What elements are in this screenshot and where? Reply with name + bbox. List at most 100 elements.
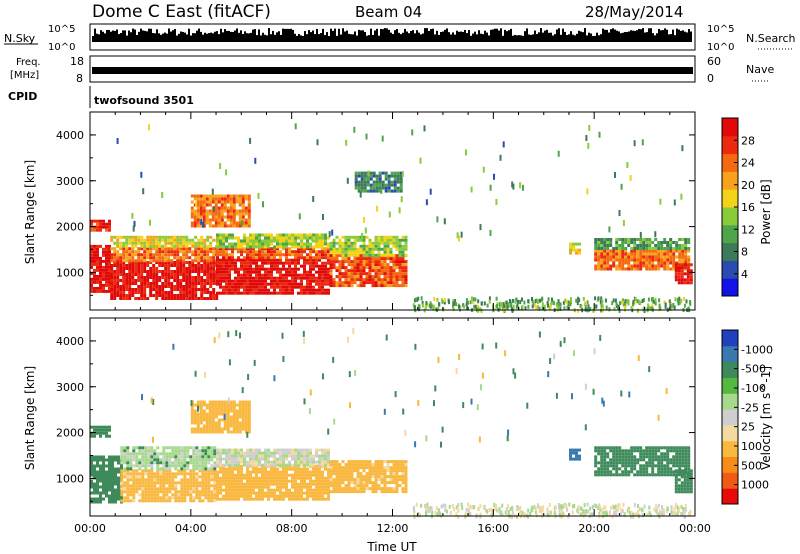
nsky-bar: [504, 29, 506, 42]
nsky-bar: [686, 32, 688, 42]
nsky-bar: [342, 28, 344, 42]
nsky-bar: [448, 32, 450, 42]
nsky-bar: [434, 34, 436, 42]
colorbar-swatch: [722, 377, 738, 394]
nsky-bar: [116, 29, 118, 42]
y-tick-label: 4000: [56, 335, 84, 348]
data-region: [594, 446, 691, 477]
nsky-bar: [542, 32, 544, 42]
nsky-bar: [200, 31, 202, 42]
colorbar-tick-label: 24: [741, 157, 755, 170]
nsky-bar: [608, 32, 610, 42]
nsky-bar: [554, 34, 556, 42]
x-axis-label: Time UT: [366, 540, 417, 554]
nsky-bar: [588, 32, 590, 42]
colorbar-tick-label: 12: [741, 223, 755, 236]
nsky-bar: [394, 30, 396, 42]
data-region: [674, 263, 693, 285]
colorbar-tick: 12: [734, 223, 755, 236]
data-region: [120, 446, 217, 471]
nsky-bar: [182, 31, 184, 42]
colorbar-swatch: [722, 171, 738, 190]
nsky-bar: [524, 31, 526, 42]
nsky-bar: [390, 32, 392, 42]
nsky-bar: [420, 34, 422, 42]
nsky-bar: [128, 30, 130, 42]
power-panel: 1000 2000 3000 4000 Slant Range [km]: [23, 111, 696, 313]
nsky-top-tick: 10^5: [48, 24, 75, 35]
nsky-bar: [154, 33, 156, 42]
nsky-bar: [356, 35, 358, 42]
data-region: [329, 460, 408, 494]
nsky-bar: [292, 29, 294, 42]
data-region: [216, 448, 330, 467]
nsky-bar: [260, 35, 262, 42]
nsky-bar: [258, 29, 260, 42]
y-tick-label: 2000: [56, 221, 84, 234]
nsky-bar: [204, 32, 206, 42]
nsky-bar: [388, 29, 390, 42]
nsky-bar: [120, 33, 122, 42]
nsky-bar: [234, 30, 236, 42]
colorbar-swatch: [722, 345, 738, 363]
nave-bottom-tick: 0: [707, 72, 714, 85]
nsky-bar: [202, 34, 204, 42]
nsky-bar: [616, 30, 618, 42]
nsky-bar: [192, 33, 194, 42]
velocity-colorbar: 1000 500 100 25 -25 -100 -500 -1000: [721, 329, 773, 505]
cpid-value: twofsound 3501: [94, 94, 194, 107]
nsky-bar: [158, 33, 160, 42]
power-x-ticks: [89, 112, 696, 310]
nsky-bar: [194, 33, 196, 42]
station-title: Dome C East (fitACF): [92, 2, 271, 22]
colorbar-swatch: [722, 135, 738, 155]
nsky-bar: [456, 30, 458, 42]
nsky-bar: [560, 34, 562, 42]
nsky-bar: [564, 31, 566, 42]
nsky-bar: [100, 30, 102, 42]
data-region: [110, 247, 219, 263]
nsky-label: N.Sky: [4, 32, 36, 45]
colorbar-swatch: [722, 330, 738, 347]
x-tick-label: 16:00: [477, 522, 509, 535]
colorbar-tick: 20: [734, 179, 755, 192]
nsky-bar: [562, 28, 564, 42]
power-colorbar: 4 8 12 16 20 24 28: [721, 117, 755, 297]
nsky-bar: [338, 28, 340, 42]
nsky-bar: [198, 28, 200, 42]
x-tick-label: 00:00: [74, 522, 106, 535]
nsky-bar: [444, 29, 446, 42]
nsky-bar: [174, 28, 176, 42]
nsky-bar: [92, 35, 94, 42]
nsky-bar: [658, 28, 660, 42]
colorbar-swatch: [722, 409, 738, 426]
colorbar-tick-label: 28: [741, 134, 755, 147]
nsky-bar: [276, 32, 278, 42]
nsky-bar: [678, 29, 680, 42]
nsky-bar: [606, 29, 608, 42]
nsky-bar: [418, 32, 420, 42]
nsky-bar: [220, 28, 222, 42]
nsky-bar: [660, 30, 662, 42]
nsky-bar: [482, 34, 484, 42]
nsky-bar: [330, 28, 332, 42]
nsky-bar: [152, 33, 154, 42]
colorbar-tick: -500: [734, 363, 766, 376]
nsky-bar: [96, 33, 98, 42]
nsearch-top-tick: 10^5: [707, 24, 734, 35]
nsky-bar: [266, 35, 268, 42]
nsky-bar: [142, 30, 144, 42]
nsky-bar: [584, 28, 586, 42]
nsky-bar: [104, 33, 106, 42]
nsky-bar: [628, 31, 630, 42]
nsky-bar: [102, 31, 104, 42]
nsky-bar: [426, 28, 428, 42]
colorbar-tick-label: 8: [741, 246, 748, 259]
y-tick-label: 1000: [56, 266, 84, 279]
nsky-bar: [254, 28, 256, 42]
colorbar-tick-label: -100: [741, 382, 766, 395]
colorbar-swatch: [722, 153, 738, 172]
nsky-bar: [374, 30, 376, 42]
